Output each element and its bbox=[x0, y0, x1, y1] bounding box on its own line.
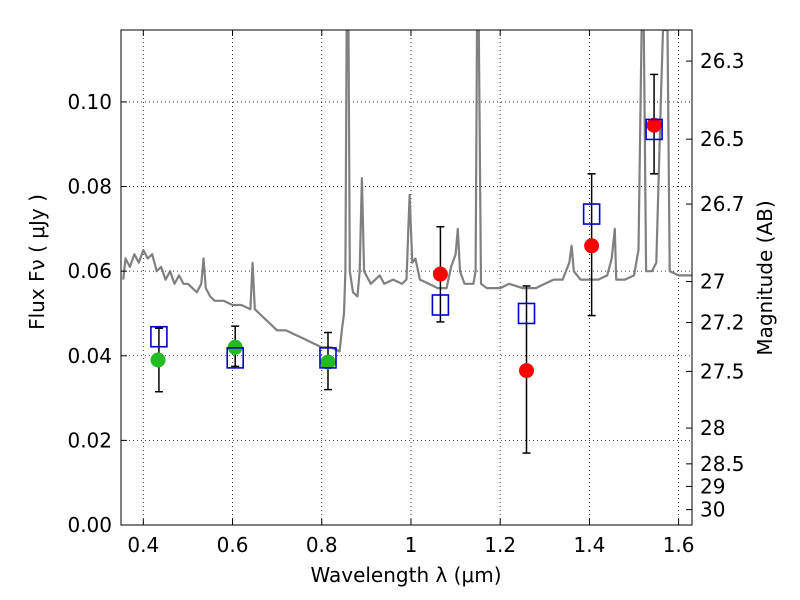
model-point bbox=[431, 294, 450, 316]
x-tick-label: 1.4 bbox=[573, 533, 605, 557]
x-tick-label: 0.8 bbox=[306, 533, 338, 557]
photometry-point bbox=[518, 363, 534, 379]
model-point bbox=[319, 347, 337, 369]
right-tick-label: 28.5 bbox=[700, 452, 745, 476]
spectrum-layer bbox=[122, 30, 692, 353]
plot-frame bbox=[120, 29, 693, 526]
right-tick-label: 28 bbox=[700, 416, 725, 440]
grid bbox=[121, 30, 692, 526]
right-tick-label: 27.5 bbox=[700, 359, 745, 383]
photometry-point bbox=[150, 352, 166, 368]
model-point bbox=[582, 203, 601, 225]
y-tick-label: 0.06 bbox=[67, 259, 112, 283]
photometry-point bbox=[432, 266, 448, 282]
right-tick-label: 26.5 bbox=[700, 127, 745, 151]
model-point bbox=[226, 347, 244, 369]
x-tick-label: 0.6 bbox=[217, 533, 249, 557]
y-tick-label: 0.08 bbox=[67, 175, 112, 199]
model-point bbox=[517, 302, 536, 325]
x-tick-label: 0.4 bbox=[127, 533, 159, 557]
marker-layer bbox=[150, 117, 663, 379]
y-tick-label: 0.10 bbox=[67, 90, 112, 114]
spectrum-line bbox=[122, 30, 692, 353]
x-tick-label: 1.2 bbox=[484, 533, 516, 557]
right-tick-label: 27 bbox=[700, 270, 725, 294]
photometry-point bbox=[320, 354, 336, 370]
y-axis-right-label: Magnitude (AB) bbox=[753, 200, 777, 355]
right-tick-label: 26.3 bbox=[700, 49, 745, 73]
photometry-point bbox=[646, 117, 662, 133]
model-point bbox=[150, 325, 168, 348]
right-tick-label: 29 bbox=[700, 474, 725, 498]
x-axis-label: Wavelength λ (μm) bbox=[310, 563, 501, 587]
y-tick-label: 0.04 bbox=[67, 344, 112, 368]
right-tick-label: 26.7 bbox=[700, 192, 745, 216]
x-tick-label: 1.6 bbox=[663, 533, 695, 557]
ticks: 0.4 0.6 0.8 1 1.2 1.4 1.6 0.00 0.02 0.04 0.06 0.08 0… bbox=[67, 30, 745, 557]
x-tick-label: 1 bbox=[405, 533, 418, 557]
right-tick-label: 30 bbox=[700, 498, 725, 522]
y-axis-label: Flux Fν ( μJy ) bbox=[25, 194, 49, 330]
right-tick-label: 27.2 bbox=[700, 311, 745, 335]
y-tick-label: 0.00 bbox=[67, 513, 112, 537]
y-tick-label: 0.02 bbox=[67, 428, 112, 452]
model-point bbox=[645, 118, 663, 141]
photometry-point bbox=[584, 238, 600, 254]
